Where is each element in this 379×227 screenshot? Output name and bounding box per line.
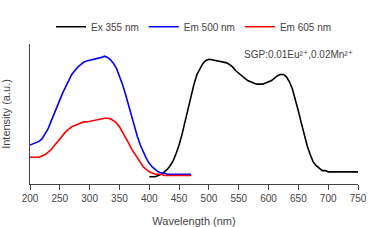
svg-text:SGP:0.01Eu²⁺,0.02Mn²⁺: SGP:0.01Eu²⁺,0.02Mn²⁺ [244,49,353,60]
svg-text:Wavelength (nm): Wavelength (nm) [152,215,235,227]
svg-text:400: 400 [141,193,158,204]
svg-text:450: 450 [171,193,188,204]
svg-text:350: 350 [111,193,128,204]
svg-text:550: 550 [230,193,247,204]
svg-text:700: 700 [320,193,337,204]
svg-text:Em 500 nm: Em 500 nm [184,22,235,33]
svg-text:300: 300 [81,193,98,204]
svg-text:Ex 355 nm: Ex 355 nm [91,22,139,33]
svg-text:Em 605 nm: Em 605 nm [280,22,331,33]
svg-text:650: 650 [290,193,307,204]
svg-text:600: 600 [260,193,277,204]
svg-text:750: 750 [350,193,367,204]
svg-text:200: 200 [22,193,39,204]
svg-text:Intensity (a.u.): Intensity (a.u.) [0,79,12,149]
svg-text:250: 250 [51,193,68,204]
svg-text:500: 500 [201,193,218,204]
